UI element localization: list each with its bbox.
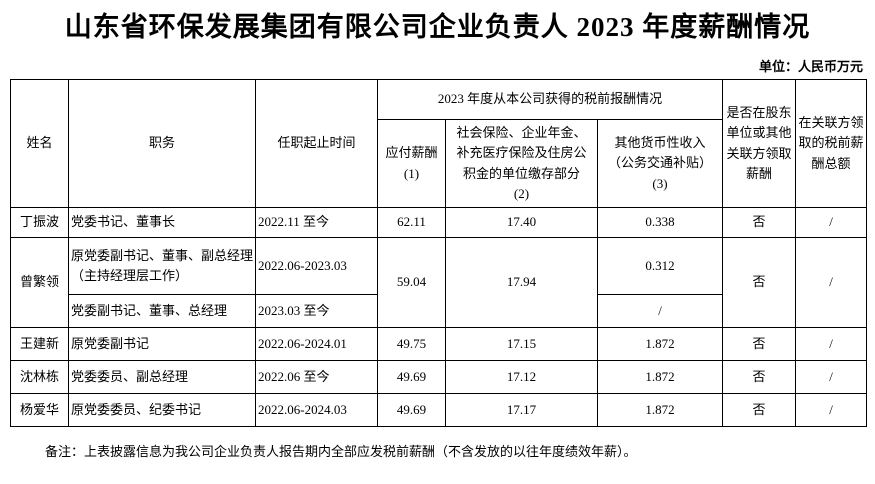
header-tenure: 任职起止时间 <box>255 79 378 208</box>
other-income-cell: 1.872 <box>597 393 723 427</box>
related-total-cell: / <box>795 393 867 427</box>
social-cell: 17.17 <box>445 393 598 427</box>
payable-cell: 49.69 <box>377 360 446 394</box>
name-cell: 王建新 <box>10 327 69 361</box>
tenure-cell: 2022.06-2024.01 <box>255 327 378 361</box>
paid-by-related-cell: 否 <box>722 207 796 238</box>
payable-cell: 62.11 <box>377 207 446 238</box>
header-payable-salary: 应付薪酬 (1) <box>377 119 446 208</box>
position-cell: 原党委副书记、董事、副总经理（主持经理层工作） <box>68 237 256 295</box>
header-position: 职务 <box>68 79 256 208</box>
other-income-cell: 1.872 <box>597 327 723 361</box>
other-income-cell: / <box>597 294 723 328</box>
footnote: 备注：上表披露信息为我公司企业负责人报告期内全部应发税前薪酬（不含发放的以往年度… <box>45 444 637 459</box>
name-cell: 杨爱华 <box>10 393 69 427</box>
name-cell: 沈林栋 <box>10 360 69 394</box>
related-total-cell: / <box>795 207 867 238</box>
name-cell: 丁振波 <box>10 207 69 238</box>
header-other-income: 其他货币性收入 （公务交通补贴） (3) <box>597 119 723 208</box>
table-row: 丁振波 党委书记、董事长 2022.11 至今 62.11 17.40 0.33… <box>10 207 867 238</box>
position-cell: 党委副书记、董事、总经理 <box>68 294 256 328</box>
paid-by-related-cell: 否 <box>722 237 796 328</box>
position-cell: 党委书记、董事长 <box>68 207 256 238</box>
paid-by-related-cell: 否 <box>722 327 796 361</box>
unit-note: 单位：人民币万元 <box>758 59 863 74</box>
tenure-cell: 2023.03 至今 <box>255 294 378 328</box>
table-header-row: 姓名 职务 任职起止时间 2023 年度从本公司获得的税前报酬情况 是否在股东单… <box>10 79 867 208</box>
other-income-cell: 0.338 <box>597 207 723 238</box>
header-name: 姓名 <box>10 79 69 208</box>
related-total-cell: / <box>795 327 867 361</box>
position-cell: 原党委委员、纪委书记 <box>68 393 256 427</box>
header-paid-by-related: 是否在股东单位或其他关联方领取薪酬 <box>722 79 796 208</box>
tenure-cell: 2022.06 至今 <box>255 360 378 394</box>
table-row: 曾繁领 原党委副书记、董事、副总经理（主持经理层工作） 2022.06-2023… <box>10 237 867 328</box>
tenure-cell: 2022.06-2024.03 <box>255 393 378 427</box>
tenure-cell: 2022.11 至今 <box>255 207 378 238</box>
name-cell: 曾繁领 <box>10 237 69 328</box>
social-cell: 17.15 <box>445 327 598 361</box>
paid-by-related-cell: 否 <box>722 360 796 394</box>
tenure-cell: 2022.06-2023.03 <box>255 237 378 295</box>
header-compensation-group: 2023 年度从本公司获得的税前报酬情况 <box>377 79 723 120</box>
header-social-insurance: 社会保险、企业年金、 补充医疗保险及住房公 积金的单位缴存部分 (2) <box>445 119 598 208</box>
social-cell: 17.94 <box>445 237 598 328</box>
other-income-cell: 0.312 <box>597 237 723 295</box>
related-total-cell: / <box>795 360 867 394</box>
table-row: 沈林栋 党委委员、副总经理 2022.06 至今 49.69 17.12 1.8… <box>10 360 867 394</box>
payable-cell: 59.04 <box>377 237 446 328</box>
table-subheader-row: 应付薪酬 (1) 社会保险、企业年金、 补充医疗保险及住房公 积金的单位缴存部分… <box>11 119 867 208</box>
position-cell: 原党委副书记 <box>68 327 256 361</box>
salary-table: 姓名 职务 任职起止时间 2023 年度从本公司获得的税前报酬情况 是否在股东单… <box>10 79 867 427</box>
table-row: 王建新 原党委副书记 2022.06-2024.01 49.75 17.15 1… <box>10 327 867 361</box>
paid-by-related-cell: 否 <box>722 393 796 427</box>
page-title: 山东省环保发展集团有限公司企业负责人 2023 年度薪酬情况 <box>64 12 811 42</box>
table-row: 杨爱华 原党委委员、纪委书记 2022.06-2024.03 49.69 17.… <box>10 393 867 427</box>
other-income-cell: 1.872 <box>597 360 723 394</box>
social-cell: 17.12 <box>445 360 598 394</box>
payable-cell: 49.75 <box>377 327 446 361</box>
payable-cell: 49.69 <box>377 393 446 427</box>
position-cell: 党委委员、副总经理 <box>68 360 256 394</box>
social-cell: 17.40 <box>445 207 598 238</box>
related-total-cell: / <box>795 237 867 328</box>
header-related-total: 在关联方领取的税前薪酬总额 <box>795 79 867 208</box>
